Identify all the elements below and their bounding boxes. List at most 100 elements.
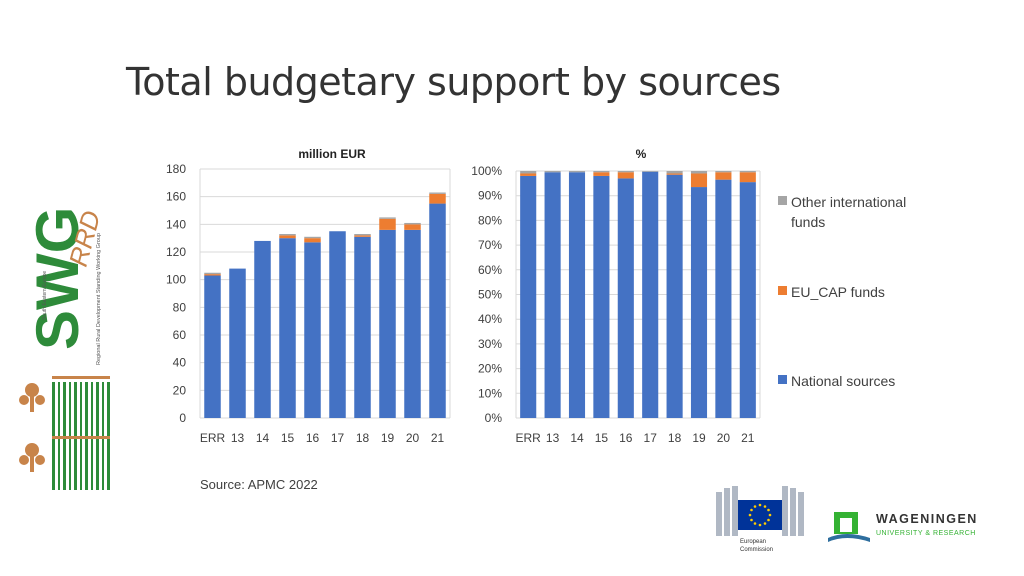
x-tick-label: 20 [406,431,420,445]
x-tick-label: 21 [741,431,755,445]
slide-title: Total budgetary support by sources [126,60,781,104]
y-tick-label: 180 [166,162,186,176]
bar-national-sources [642,171,659,418]
y-tick-label: 10% [478,386,502,400]
swg-logo-text: SWG [24,207,91,350]
y-tick-label: 40 [173,356,187,370]
y-tick-label: 20 [173,383,187,397]
bar-national-sources [404,229,421,418]
bar-eu-cap-funds [666,173,683,175]
building-icon [716,486,804,536]
swg-subtitle-1: Regional Rural Development Standing Work… [96,233,102,365]
y-tick-label: 160 [166,190,186,204]
x-tick-label: 14 [256,431,270,445]
bar-eu-cap-funds [304,238,321,243]
bar-national-sources [229,268,246,418]
y-tick-label: 60% [478,263,502,277]
bar-national-sources [279,238,296,418]
bar-other-international-funds [617,171,634,173]
bar-eu-cap-funds [593,172,610,176]
bar-other-international-funds [568,171,586,173]
y-tick-label: 80% [478,213,502,227]
bar-other-international-funds [304,236,321,239]
bar-eu-cap-funds [617,172,634,179]
legend-swatch-eu-cap [778,286,787,295]
x-tick-label: 19 [692,431,706,445]
y-tick-label: 40% [478,312,502,326]
y-tick-label: 120 [166,245,186,259]
y-tick-label: 80 [173,300,187,314]
bar-eu-cap-funds [520,173,537,176]
wur-line2: UNIVERSITY & RESEARCH [876,530,976,537]
bar-national-sources [739,182,756,418]
x-tick-label: 18 [668,431,682,445]
bar-eu-cap-funds [204,274,221,276]
bar-national-sources [354,236,371,418]
chart-title: million EUR [298,147,366,161]
x-tick-label: ERR [200,431,226,445]
x-tick-label: 16 [619,431,633,445]
bar-other-international-funds [429,192,446,194]
legend-label-eu-cap: EU_CAP funds [791,284,885,300]
bar-other-international-funds [404,222,421,225]
bar-national-sources [544,172,561,418]
bar-other-international-funds [715,171,732,173]
chart-title: % [636,147,647,161]
y-tick-label: 140 [166,217,186,231]
wageningen-logo: WAGENINGEN UNIVERSITY & RESEARCH [826,506,996,551]
bar-other-international-funds [379,217,396,219]
y-tick-label: 90% [478,189,502,203]
swg-rrd-logo: SWG RRD Regional Rural Development Stand… [8,150,118,500]
bar-national-sources [329,231,346,418]
x-tick-label: 15 [595,431,609,445]
bar-national-sources [617,178,634,418]
bar-national-sources [568,172,586,418]
wur-line1: WAGENINGEN [876,512,978,526]
y-tick-label: 30% [478,337,502,351]
x-tick-label: ERR [516,431,542,445]
x-tick-label: 21 [431,431,445,445]
bar-national-sources [254,240,271,418]
y-tick-label: 50% [478,288,502,302]
bar-eu-cap-funds [739,172,756,183]
y-tick-label: 70% [478,238,502,252]
x-tick-label: 17 [331,431,345,445]
bar-national-sources [593,175,610,418]
x-tick-label: 13 [546,431,560,445]
bar-national-sources [520,175,537,418]
bar-eu-cap-funds [354,235,371,237]
y-tick-label: 100% [471,164,502,178]
bar-national-sources [304,242,321,418]
y-tick-label: 0 [179,411,186,425]
bar-other-international-funds [666,171,683,174]
swg-subtitle-2: South Eastern Europe [42,271,48,320]
bar-other-international-funds [544,171,561,173]
x-tick-label: 18 [356,431,370,445]
ec-line1: European [740,539,766,545]
x-tick-label: 14 [570,431,584,445]
legend-swatch-other [778,196,787,205]
bar-national-sources [379,229,396,418]
ec-line2: Commission [740,547,773,553]
bar-eu-cap-funds [279,235,296,239]
bar-other-international-funds [739,171,756,173]
wur-mark-icon [828,512,870,542]
legend-label-national: National sources [791,373,896,389]
grass-icon [52,376,110,439]
bar-other-international-funds [204,272,221,275]
y-tick-label: 0% [485,411,503,425]
bar-other-international-funds [593,171,610,173]
y-tick-label: 100 [166,273,186,287]
european-commission-logo: European Commission [712,484,812,561]
bar-national-sources [715,179,732,418]
bar-national-sources [666,174,683,418]
bar-eu-cap-funds [690,173,708,188]
bar-eu-cap-funds [715,172,732,180]
x-tick-label: 15 [281,431,295,445]
bar-other-international-funds [354,234,371,236]
x-tick-label: 20 [717,431,731,445]
bar-eu-cap-funds [379,218,396,230]
source-note: Source: APMC 2022 [200,477,318,492]
tree-icon [19,383,45,472]
chart-percent: % 0% 10% 20% 30% 40% 50% 60% 70% 80% 90% 100% ERR 13 1… [471,147,761,445]
